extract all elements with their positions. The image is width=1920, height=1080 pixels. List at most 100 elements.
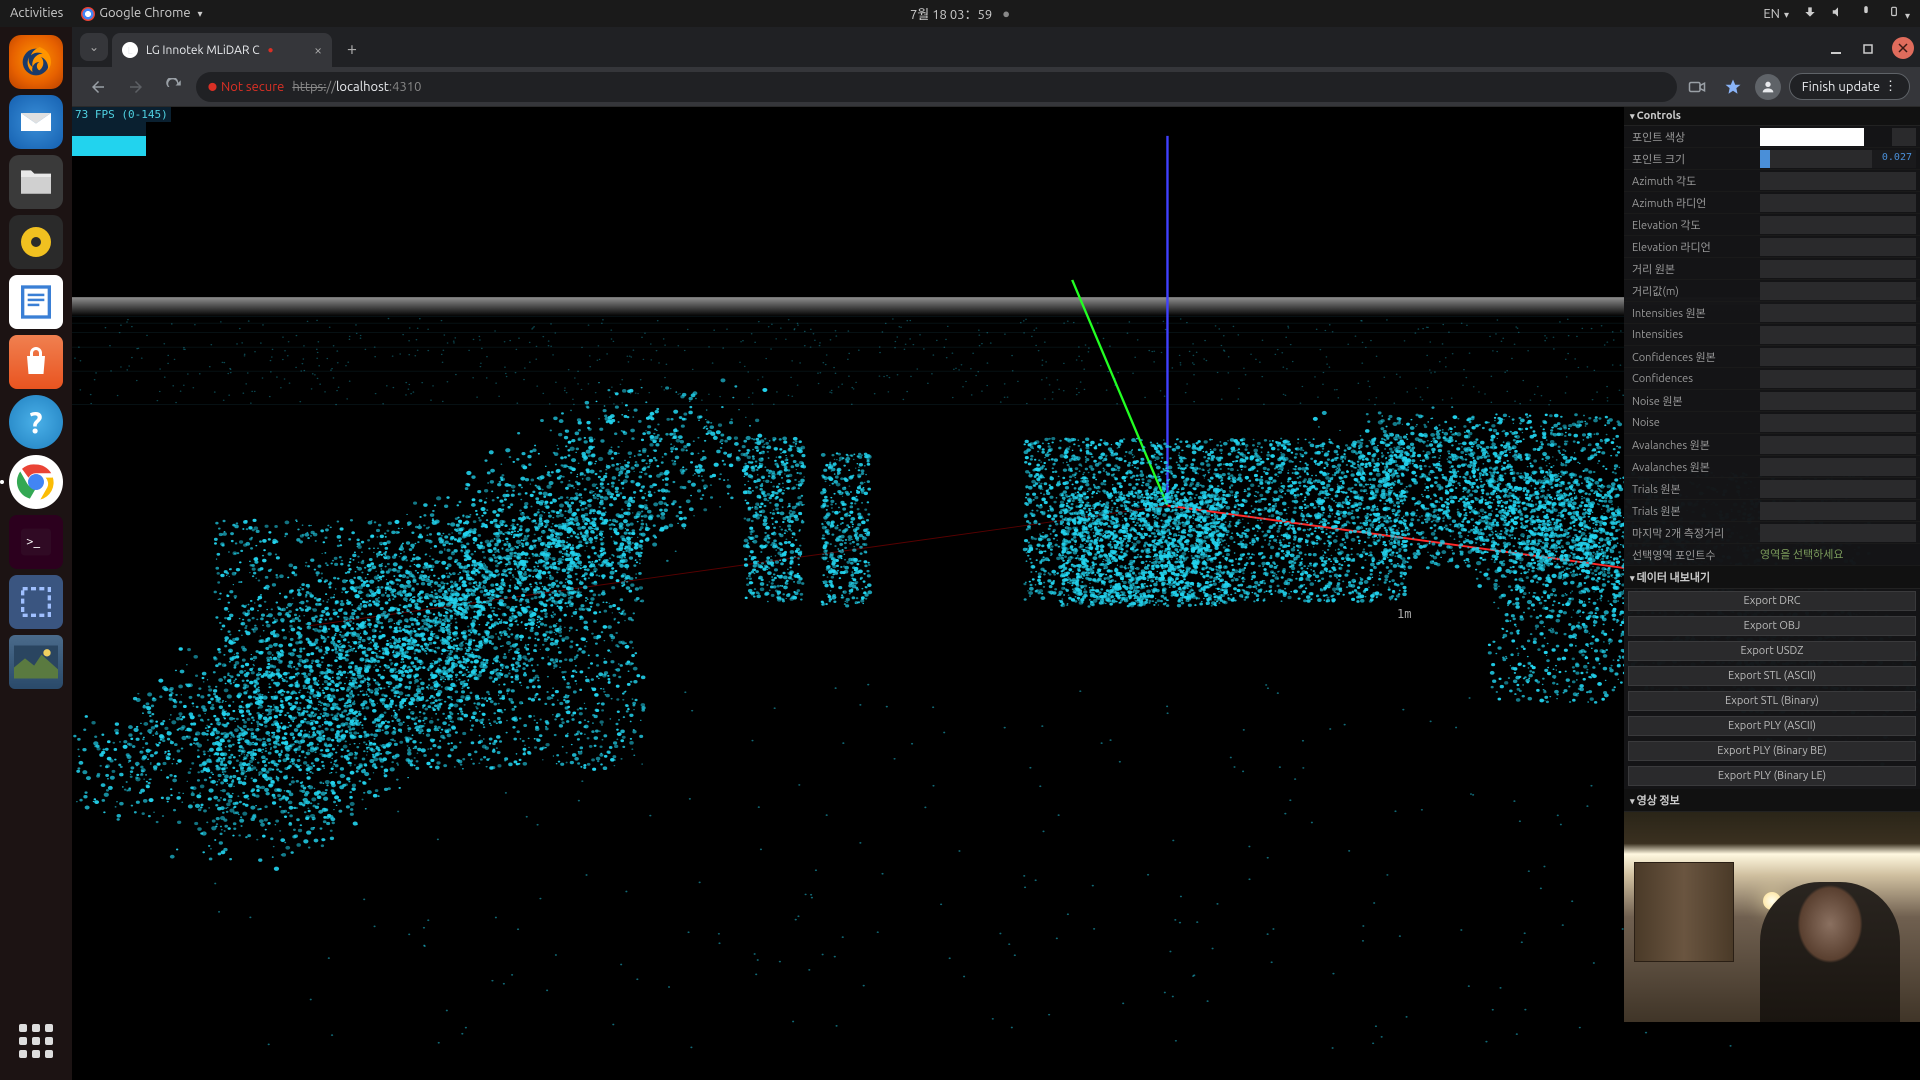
control-input[interactable]: [1760, 370, 1916, 388]
control-input[interactable]: [1760, 172, 1916, 190]
dock-apps-grid[interactable]: [9, 1014, 63, 1068]
fps-text: 73 FPS (0-145): [72, 107, 171, 122]
export-button[interactable]: Export DRC: [1628, 591, 1916, 611]
url-protocol: https:: [292, 80, 326, 94]
control-input[interactable]: [1760, 326, 1916, 344]
control-input[interactable]: [1760, 238, 1916, 256]
control-row: 마지막 2개 측정거리: [1624, 522, 1920, 544]
activities-button[interactable]: Activities: [10, 6, 63, 20]
page-content: 73 FPS (0-145): [72, 107, 1920, 1080]
input-language[interactable]: EN: [1763, 7, 1789, 21]
dock-chrome[interactable]: [9, 455, 63, 509]
control-input[interactable]: [1760, 480, 1916, 498]
window-close-button[interactable]: [1892, 37, 1914, 59]
control-row: Noise: [1624, 412, 1920, 434]
security-indicator[interactable]: Not secure: [208, 80, 284, 94]
profile-button[interactable]: [1755, 74, 1781, 100]
control-row: Trials 원본: [1624, 500, 1920, 522]
dock-software[interactable]: [9, 335, 63, 389]
control-input[interactable]: [1760, 282, 1916, 300]
control-row: Elevation 각도: [1624, 214, 1920, 236]
dock-thunderbird[interactable]: [9, 95, 63, 149]
window-maximize-button[interactable]: [1852, 37, 1884, 61]
point-size-slider[interactable]: 0.027: [1760, 150, 1916, 168]
export-button[interactable]: Export OBJ: [1628, 616, 1916, 636]
control-input[interactable]: [1760, 414, 1916, 432]
control-input[interactable]: [1760, 348, 1916, 366]
chrome-toolbar: Not secure https://localhost:4310 Finish…: [72, 67, 1920, 107]
dock-screenshot[interactable]: [9, 575, 63, 629]
ubuntu-dock: ? >_: [0, 27, 72, 1080]
url-port: :4310: [389, 80, 422, 94]
control-input[interactable]: [1760, 194, 1916, 212]
power-menu[interactable]: [1887, 5, 1910, 22]
export-button[interactable]: Export STL (Binary): [1628, 691, 1916, 711]
svg-text:>_: >_: [26, 533, 41, 548]
control-row: 거리 원본: [1624, 258, 1920, 280]
url-host: localhost: [336, 80, 389, 94]
dock-firefox[interactable]: [9, 35, 63, 89]
row-point-color: 포인트 색상: [1624, 126, 1920, 148]
volume-icon[interactable]: [1831, 5, 1845, 22]
selection-hint: 영역을 선택하세요: [1760, 549, 1843, 561]
control-row: 거리값(m): [1624, 280, 1920, 302]
point-color-extra[interactable]: [1892, 128, 1916, 146]
section-export[interactable]: 데이터 내보내기: [1624, 566, 1920, 589]
export-button[interactable]: Export PLY (Binary LE): [1628, 766, 1916, 786]
control-row: Confidences: [1624, 368, 1920, 390]
browser-tab[interactable]: L LG Innotek MLiDAR C ● ×: [112, 33, 332, 67]
fps-graph: [72, 122, 146, 156]
control-row: Intensities 원본: [1624, 302, 1920, 324]
tab-recording-icon: ●: [268, 44, 274, 56]
dock-files[interactable]: [9, 155, 63, 209]
control-input[interactable]: [1760, 304, 1916, 322]
tab-search-button[interactable]: ⌄: [80, 33, 108, 61]
control-input[interactable]: [1760, 216, 1916, 234]
address-bar[interactable]: Not secure https://localhost:4310: [196, 72, 1677, 102]
clock[interactable]: 7월 18 03：59●: [910, 4, 1010, 23]
chrome-window: ⌄ L LG Innotek MLiDAR C ● × + Not secure…: [72, 27, 1920, 1080]
control-input[interactable]: [1760, 502, 1916, 520]
control-row: Trials 원본: [1624, 478, 1920, 500]
control-row: Azimuth 각도: [1624, 170, 1920, 192]
app-menu[interactable]: Google Chrome: [81, 6, 202, 21]
network-icon[interactable]: [1803, 5, 1817, 22]
dock-libreoffice-writer[interactable]: [9, 275, 63, 329]
bookmark-star-icon[interactable]: [1719, 73, 1747, 101]
tab-close-button[interactable]: ×: [314, 42, 322, 58]
control-row: Avalanches 원본: [1624, 456, 1920, 478]
export-button[interactable]: Export USDZ: [1628, 641, 1916, 661]
control-row: Noise 원본: [1624, 390, 1920, 412]
window-minimize-button[interactable]: [1820, 37, 1852, 61]
dock-help[interactable]: ?: [9, 395, 63, 449]
camera-indicator-icon[interactable]: [1683, 73, 1711, 101]
section-video[interactable]: 영상 정보: [1624, 789, 1920, 812]
control-input[interactable]: [1760, 436, 1916, 454]
control-input[interactable]: [1760, 458, 1916, 476]
tab-favicon-icon: L: [122, 42, 138, 58]
control-input[interactable]: [1760, 392, 1916, 410]
control-input[interactable]: [1760, 260, 1916, 278]
section-controls[interactable]: Controls: [1624, 107, 1920, 126]
update-button[interactable]: Finish update⋮: [1789, 73, 1910, 100]
dock-image[interactable]: [9, 635, 63, 689]
ubuntu-top-bar: Activities Google Chrome 7월 18 03：59● EN: [0, 0, 1920, 27]
tab-title: LG Innotek MLiDAR C: [146, 44, 260, 57]
camera-preview: [1624, 812, 1920, 1022]
export-button[interactable]: Export PLY (ASCII): [1628, 716, 1916, 736]
mic-icon[interactable]: [1859, 5, 1873, 22]
control-row: Intensities: [1624, 324, 1920, 346]
control-input[interactable]: [1760, 524, 1916, 542]
export-button[interactable]: Export PLY (Binary BE): [1628, 741, 1916, 761]
point-color-picker[interactable]: [1760, 128, 1864, 146]
reload-button[interactable]: [158, 71, 190, 103]
back-button[interactable]: [82, 71, 114, 103]
dock-terminal[interactable]: >_: [9, 515, 63, 569]
scale-label-1m: 1m: [1397, 607, 1411, 621]
export-button[interactable]: Export STL (ASCII): [1628, 666, 1916, 686]
dock-rhythmbox[interactable]: [9, 215, 63, 269]
new-tab-button[interactable]: +: [338, 35, 366, 63]
forward-button[interactable]: [120, 71, 152, 103]
fps-counter: 73 FPS (0-145): [72, 107, 171, 156]
control-row: Azimuth 라디언: [1624, 192, 1920, 214]
